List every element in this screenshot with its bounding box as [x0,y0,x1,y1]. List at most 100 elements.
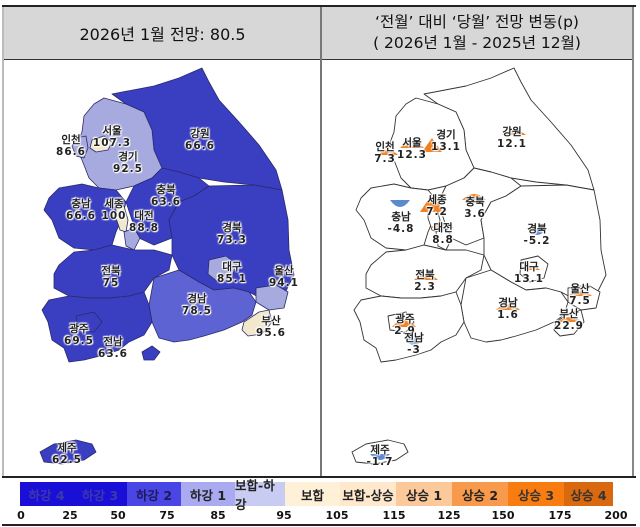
legend-fall-4: 하강 4 [20,482,73,506]
color-legend: 하강 4 하강 3 하강 2 하강 1 보합-하강 보합 보합-상승 상승 1 … [20,478,613,512]
right-label-seoul: 서울 12.3 [397,137,427,161]
right-map-panel: 인천 7.3 서울 12.3 경기 13.1 강원 12.1 충남 -4.8 세종 7.2 … [322,60,632,477]
left-label-gyeongnam: 경남 78.5 [182,293,212,317]
tick-175: 175 [548,509,572,522]
right-label-jeonbuk: 전북 2.3 [414,269,436,293]
tick-105: 105 [325,509,349,522]
right-label-jeju: 제주 -1.7 [366,444,394,468]
frame-left-border [2,7,4,477]
left-label-seoul: 서울 107.3 [92,125,132,149]
legend-fall-3: 하강 3 [73,482,127,506]
region-seoul [89,135,113,153]
right-label-sejong: 세종 7.2 [426,194,448,218]
tick-115: 115 [382,509,406,522]
arrow-up-icon [414,274,438,280]
tick-85: 85 [210,509,226,522]
right-title-line1: ‘전월’ 대비 ‘당월’ 전망 변동(p) [375,13,579,31]
region-gwangju [75,311,103,333]
left-label-incheon: 인천 86.6 [56,134,86,158]
region-islands [141,345,161,361]
left-label-gangwon: 강원 66.6 [185,128,215,152]
arrow-up-icon [496,304,520,310]
legend-rise-4: 상승 4 [564,482,613,506]
left-label-ulsan: 울산 94.1 [269,265,299,289]
change-markers [370,130,592,460]
right-label-daejeon: 대전 8.8 [432,222,454,246]
legend-flat-fall: 보합-하강 [235,478,285,512]
left-choropleth-map [39,67,295,465]
right-change-map [351,67,607,465]
arrow-up-icon [422,138,442,152]
region-incheon [71,135,89,159]
left-label-gyeongbuk: 경북 73.3 [217,222,247,246]
arrow-up-icon [462,194,486,200]
left-label-chungbuk: 충북 63.6 [151,184,181,208]
arrow-down-icon [527,228,547,235]
legend-flat: 보합 [285,482,340,506]
outline-daejeon [435,227,453,251]
left-label-gyeonggi: 경기 92.5 [113,151,143,175]
legend-flat-rise: 보합-상승 [340,482,396,506]
legend-bottom-rule [2,524,636,526]
left-label-gwangju: 광주 69.5 [64,323,94,347]
tick-25: 25 [62,509,78,522]
right-panel-title: ‘전월’ 대비 ‘당월’ 전망 변동(p) ( 2026년 1월 - 2025년… [322,7,632,60]
left-label-daegu: 대구 85.1 [217,261,247,285]
right-label-ulsan: 울산 7.5 [569,283,591,307]
right-label-incheon: 인천 7.3 [374,141,396,165]
region-daejeon [123,227,141,251]
arrow-down-icon [390,200,410,207]
legend-rise-2: 상승 2 [452,482,508,506]
right-label-gyeongbuk: 경북 -5.2 [523,223,551,247]
region-gyeongnam [148,269,257,343]
right-label-gangwon: 강원 12.1 [497,126,527,150]
right-label-chungbuk: 충북 3.6 [464,196,486,220]
left-label-jeonbuk: 전북 75 [101,265,121,289]
right-label-daegu: 대구 13.1 [514,261,544,285]
arrow-up-icon [520,265,540,270]
right-label-chungnam: 충남 -4.8 [387,211,415,235]
left-label-sejong: 세종 100 [101,198,127,222]
left-label-chungnam: 충남 66.6 [66,198,96,222]
left-panel-title: 2026년 1월 전망: 80.5 [4,7,321,60]
left-label-busan: 부산 95.6 [256,315,286,339]
region-busan [241,309,273,337]
left-label-jeonnam: 전남 63.6 [98,336,128,360]
arrow-up-icon [392,320,416,327]
right-label-gyeongnam: 경남 1.6 [497,297,519,321]
legend-fall-1: 하강 1 [181,482,235,506]
legend-ticks: 0 25 50 75 85 95 105 115 125 150 175 200 [0,509,640,525]
arrow-up-icon [378,150,398,155]
left-label-daejeon: 대전 88.8 [129,210,159,234]
legend-rise-3: 상승 3 [508,482,564,506]
arrow-up-icon [420,194,444,212]
tick-200: 200 [604,509,628,522]
region-daegu [207,255,237,283]
outline-busan [553,309,585,337]
legend-top-rule [2,476,636,478]
arrow-up-icon [430,223,454,228]
right-title-line2: ( 2026년 1월 - 2025년 12월) [373,34,581,52]
left-label-jeju: 제주 62.5 [52,442,82,466]
legend-rise-1: 상승 1 [396,482,452,506]
panel-divider [320,7,322,477]
arrow-down-icon [370,454,390,460]
right-label-gyeonggi: 경기 13.1 [431,129,461,153]
outline-jeju [351,439,409,465]
left-title-text: 2026년 1월 전망: 80.5 [79,25,246,44]
tick-0: 0 [17,509,25,522]
tick-75: 75 [159,509,175,522]
right-label-busan: 부산 22.9 [554,308,584,332]
arrow-up-icon [502,130,526,135]
left-map-panel: 인천 86.6 서울 107.3 경기 92.5 강원 66.6 충남 66.6 세종 10… [4,60,320,477]
right-label-gwangju: 광주 2.9 [394,313,416,337]
arrow-up-icon [400,142,424,148]
right-label-jeonnam: 전남 -3 [404,332,424,356]
arrow-up-icon [558,317,582,322]
tick-95: 95 [276,509,292,522]
legend-fall-2: 하강 2 [127,482,181,506]
arrow-up-icon [568,291,592,296]
figure-frame: 2026년 1월 전망: 80.5 ‘전월’ 대비 ‘당월’ 전망 변동(p) … [2,5,636,477]
tick-150: 150 [491,509,515,522]
frame-right-border [632,7,634,477]
